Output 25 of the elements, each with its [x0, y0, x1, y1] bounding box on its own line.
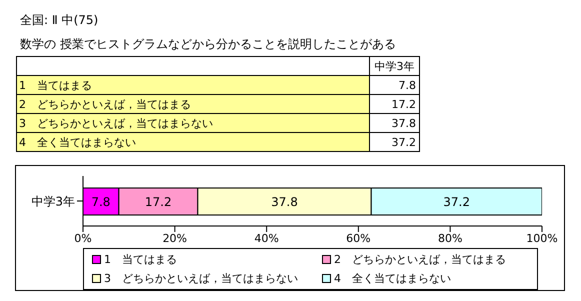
- legend-label: 4 全く当てはまらない: [334, 271, 451, 286]
- text: 全国: Ⅱ 中(75): [20, 12, 98, 29]
- data-label: 7.8: [370, 76, 420, 94]
- x-tick-label: 40%: [254, 232, 279, 245]
- text: 1 当てはまる: [16, 76, 370, 94]
- legend-label: 1 当てはまる: [104, 252, 177, 267]
- text: 3 どちらかといえば，当てはまらない: [16, 114, 370, 132]
- x-tick-label: 80%: [438, 232, 462, 245]
- data-label: 37.2: [443, 194, 470, 209]
- legend-label: 3 どちらかといえば，当てはまらない: [104, 271, 298, 286]
- data-label: 37.8: [271, 194, 298, 209]
- data-label: 7.8: [91, 194, 110, 209]
- x-tick-label: 60%: [346, 232, 371, 245]
- data-label: 17.2: [144, 194, 172, 209]
- category-label: 中学3年: [370, 56, 420, 76]
- data-label: 37.8: [370, 114, 420, 132]
- text: 4 全く当てはまらない: [16, 132, 370, 152]
- x-tick-label: 100%: [526, 232, 558, 245]
- x-tick-label: 20%: [162, 232, 188, 245]
- legend-label: 2 どちらかといえば，当てはまる: [334, 252, 506, 267]
- x-tick-label: 0%: [74, 232, 92, 245]
- data-label: 17.2: [370, 94, 420, 114]
- text: 2 どちらかといえば，当てはまる: [16, 94, 370, 114]
- data-label: 37.2: [370, 132, 420, 152]
- text: 数学の 授業でヒストグラムなどから分かることを説明したことがある: [20, 36, 396, 53]
